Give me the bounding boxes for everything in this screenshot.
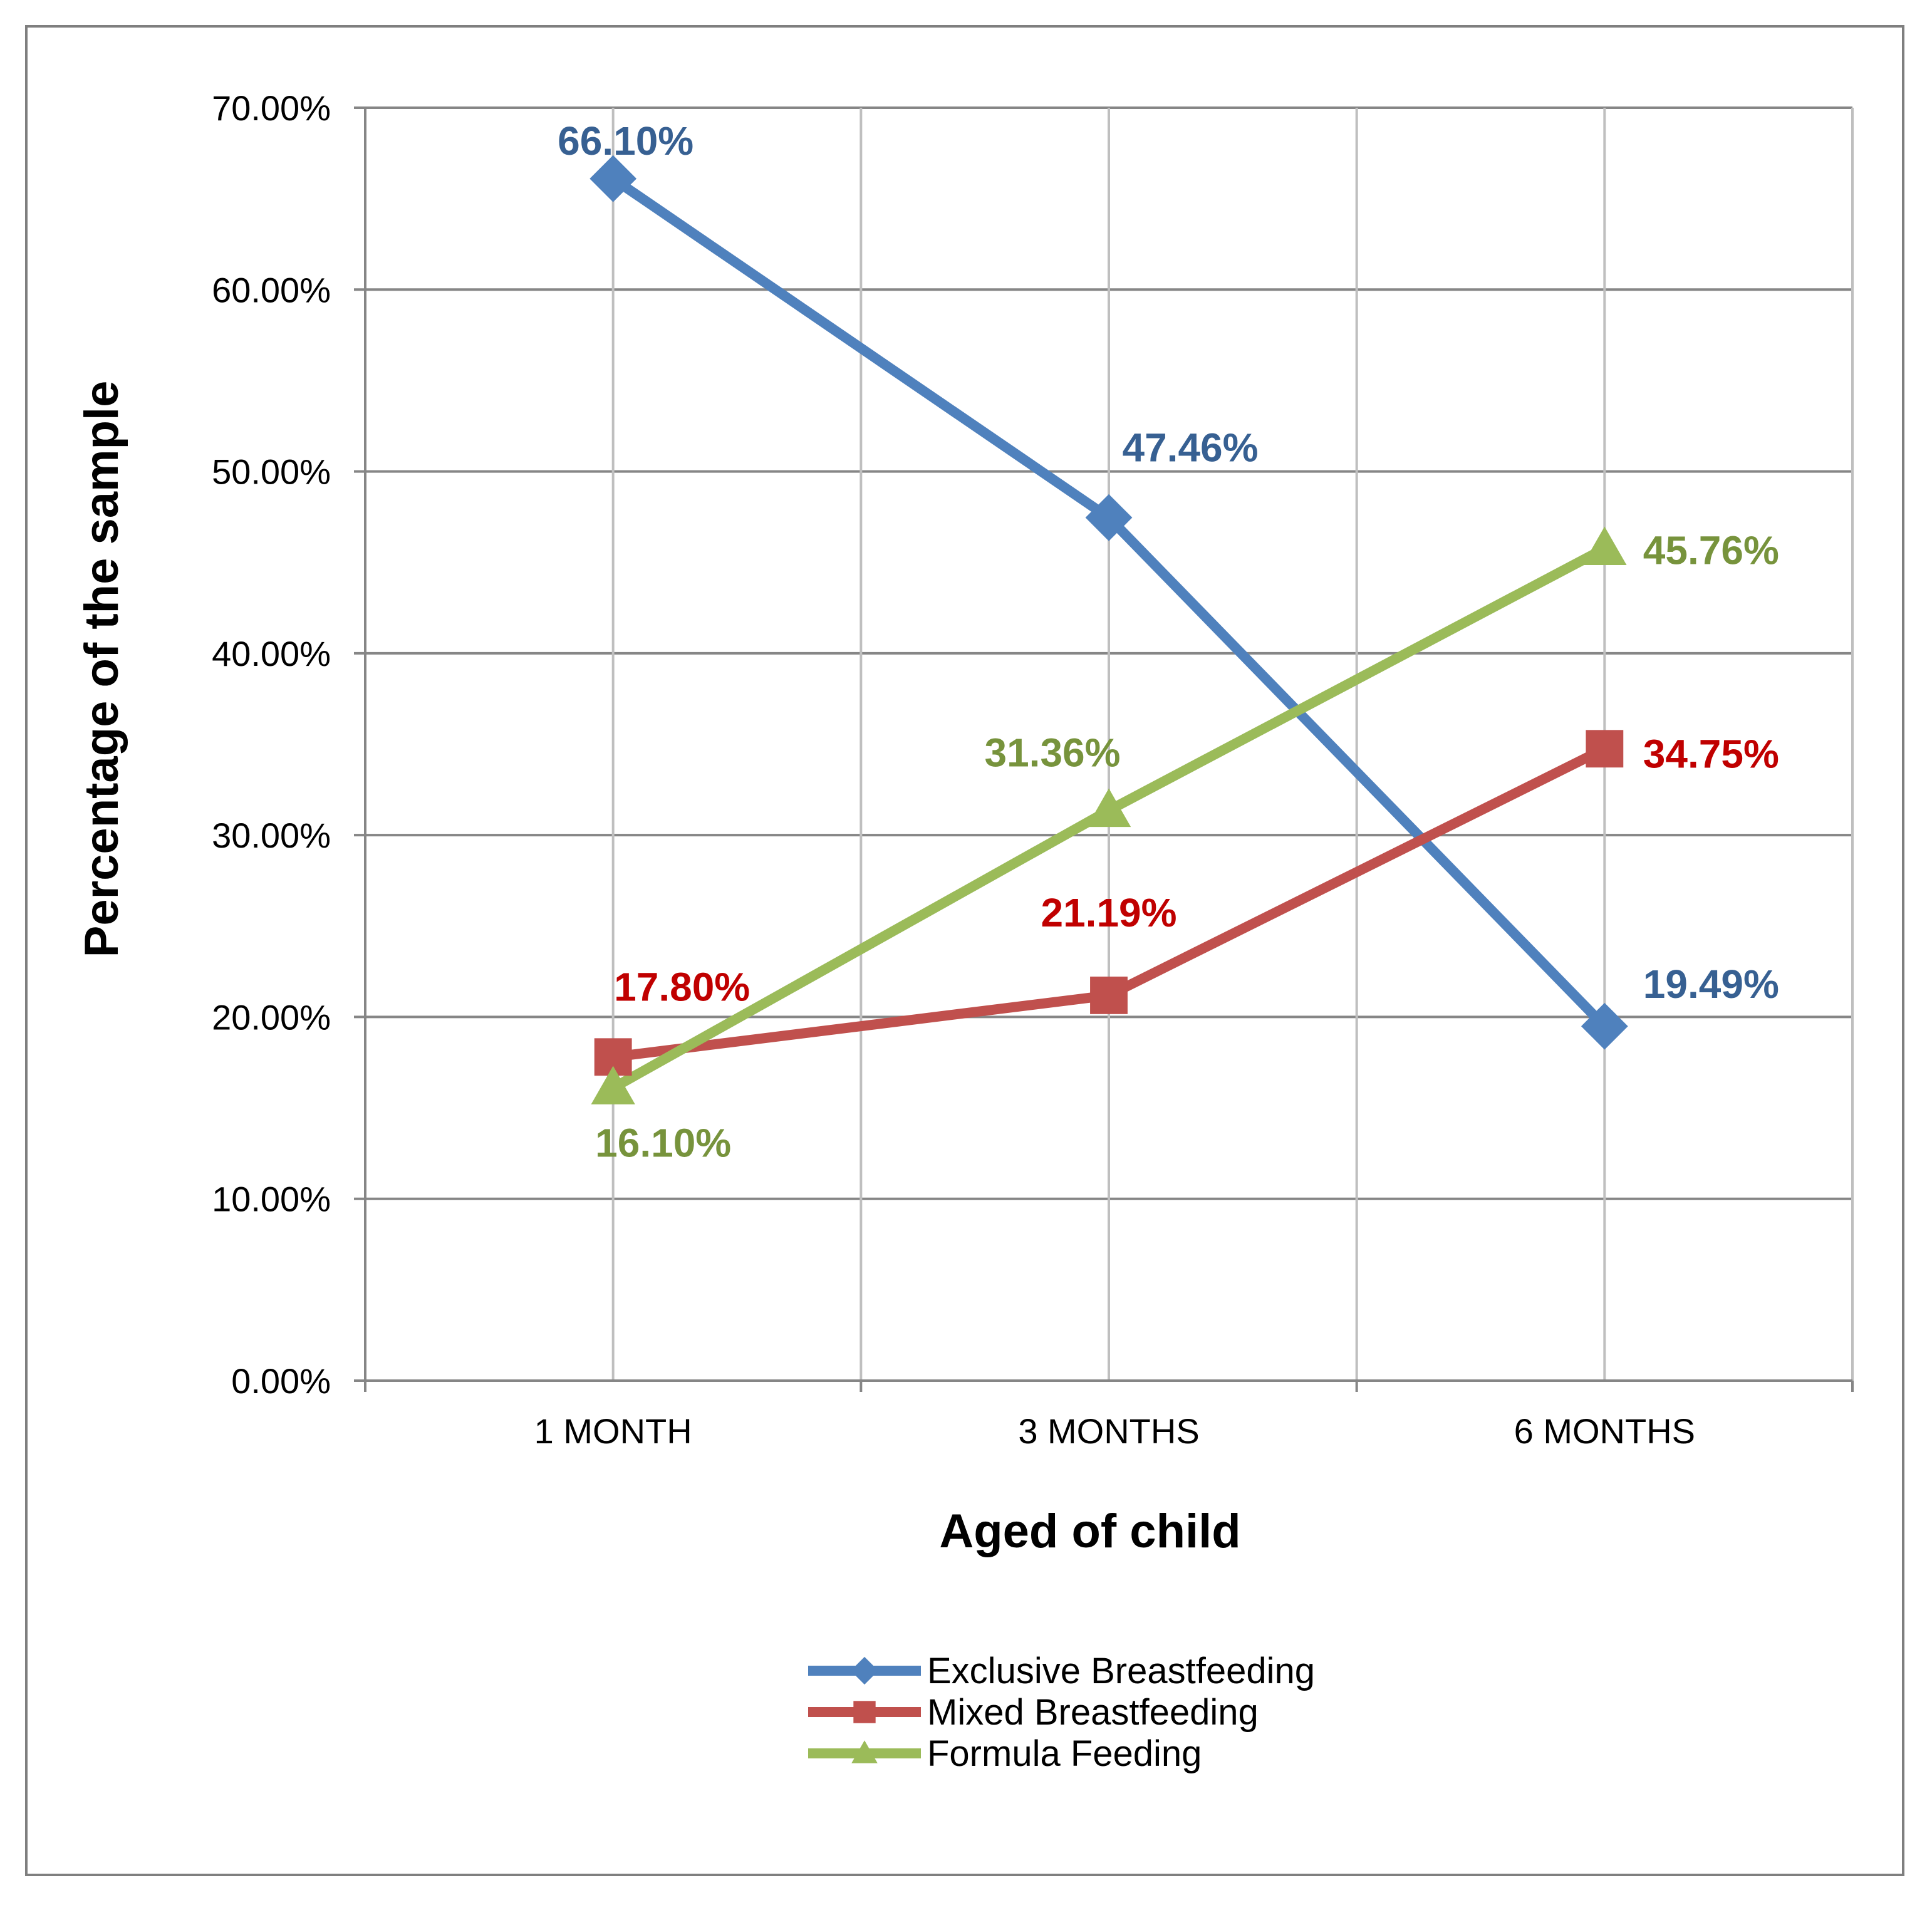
y-tick-label: 10.00%: [212, 1180, 331, 1219]
y-tick-label: 70.00%: [212, 88, 331, 128]
triangle-marker: [851, 1740, 878, 1763]
x-tick-labels: 1 MONTH 3 MONTHS 6 MONTHS: [534, 1411, 1695, 1451]
diamond-marker: [1581, 1002, 1628, 1050]
diamond-marker: [850, 1656, 879, 1685]
y-tick-label: 40.00%: [212, 634, 331, 673]
data-label: 21.19%: [1041, 890, 1176, 935]
legend-label: Exclusive Breastfeeding: [927, 1651, 1315, 1691]
diamond-marker: [1085, 494, 1133, 541]
axes: [354, 106, 1854, 1392]
triangle-marker: [1086, 788, 1131, 828]
data-labels: 66.10% 47.46% 19.49% 17.80% 21.19% 34.75% 16.1…: [558, 118, 1779, 1165]
square-marker: [1090, 976, 1128, 1014]
x-tick-label: 3 MONTHS: [1018, 1411, 1199, 1451]
grid-lines: [365, 106, 1854, 1381]
data-label: 47.46%: [1122, 425, 1258, 470]
data-label: 19.49%: [1643, 962, 1779, 1007]
legend-label: Mixed Breastfeeding: [927, 1692, 1259, 1733]
y-tick-labels: 0.00% 10.00% 20.00% 30.00% 40.00% 50.00% 60.00…: [212, 88, 331, 1401]
series-markers: [589, 155, 1628, 1105]
square-marker: [853, 1701, 876, 1723]
y-tick-label: 60.00%: [212, 270, 331, 309]
y-tick-label: 50.00%: [212, 452, 331, 492]
data-label: 16.10%: [595, 1121, 731, 1166]
legend-label: Formula Feeding: [927, 1733, 1202, 1774]
x-axis-title: Aged of child: [939, 1505, 1240, 1558]
data-label: 31.36%: [984, 730, 1120, 776]
triangle-marker: [1582, 526, 1627, 566]
data-label: 66.10%: [558, 118, 693, 163]
y-axis-title: Percentage of the sample: [75, 381, 128, 958]
triangle-marker: [591, 1066, 635, 1105]
square-marker: [1586, 730, 1624, 768]
x-tick-label: 6 MONTHS: [1514, 1411, 1695, 1451]
y-tick-label: 30.00%: [212, 816, 331, 855]
x-tick-label: 1 MONTH: [534, 1411, 692, 1451]
y-tick-label: 20.00%: [212, 997, 331, 1037]
chart-frame: [25, 25, 1904, 1876]
data-label: 17.80%: [614, 964, 750, 1009]
y-tick-label: 0.00%: [231, 1361, 331, 1401]
diamond-marker: [589, 155, 637, 202]
data-label: 34.75%: [1643, 731, 1779, 776]
data-label: 45.76%: [1643, 528, 1779, 573]
